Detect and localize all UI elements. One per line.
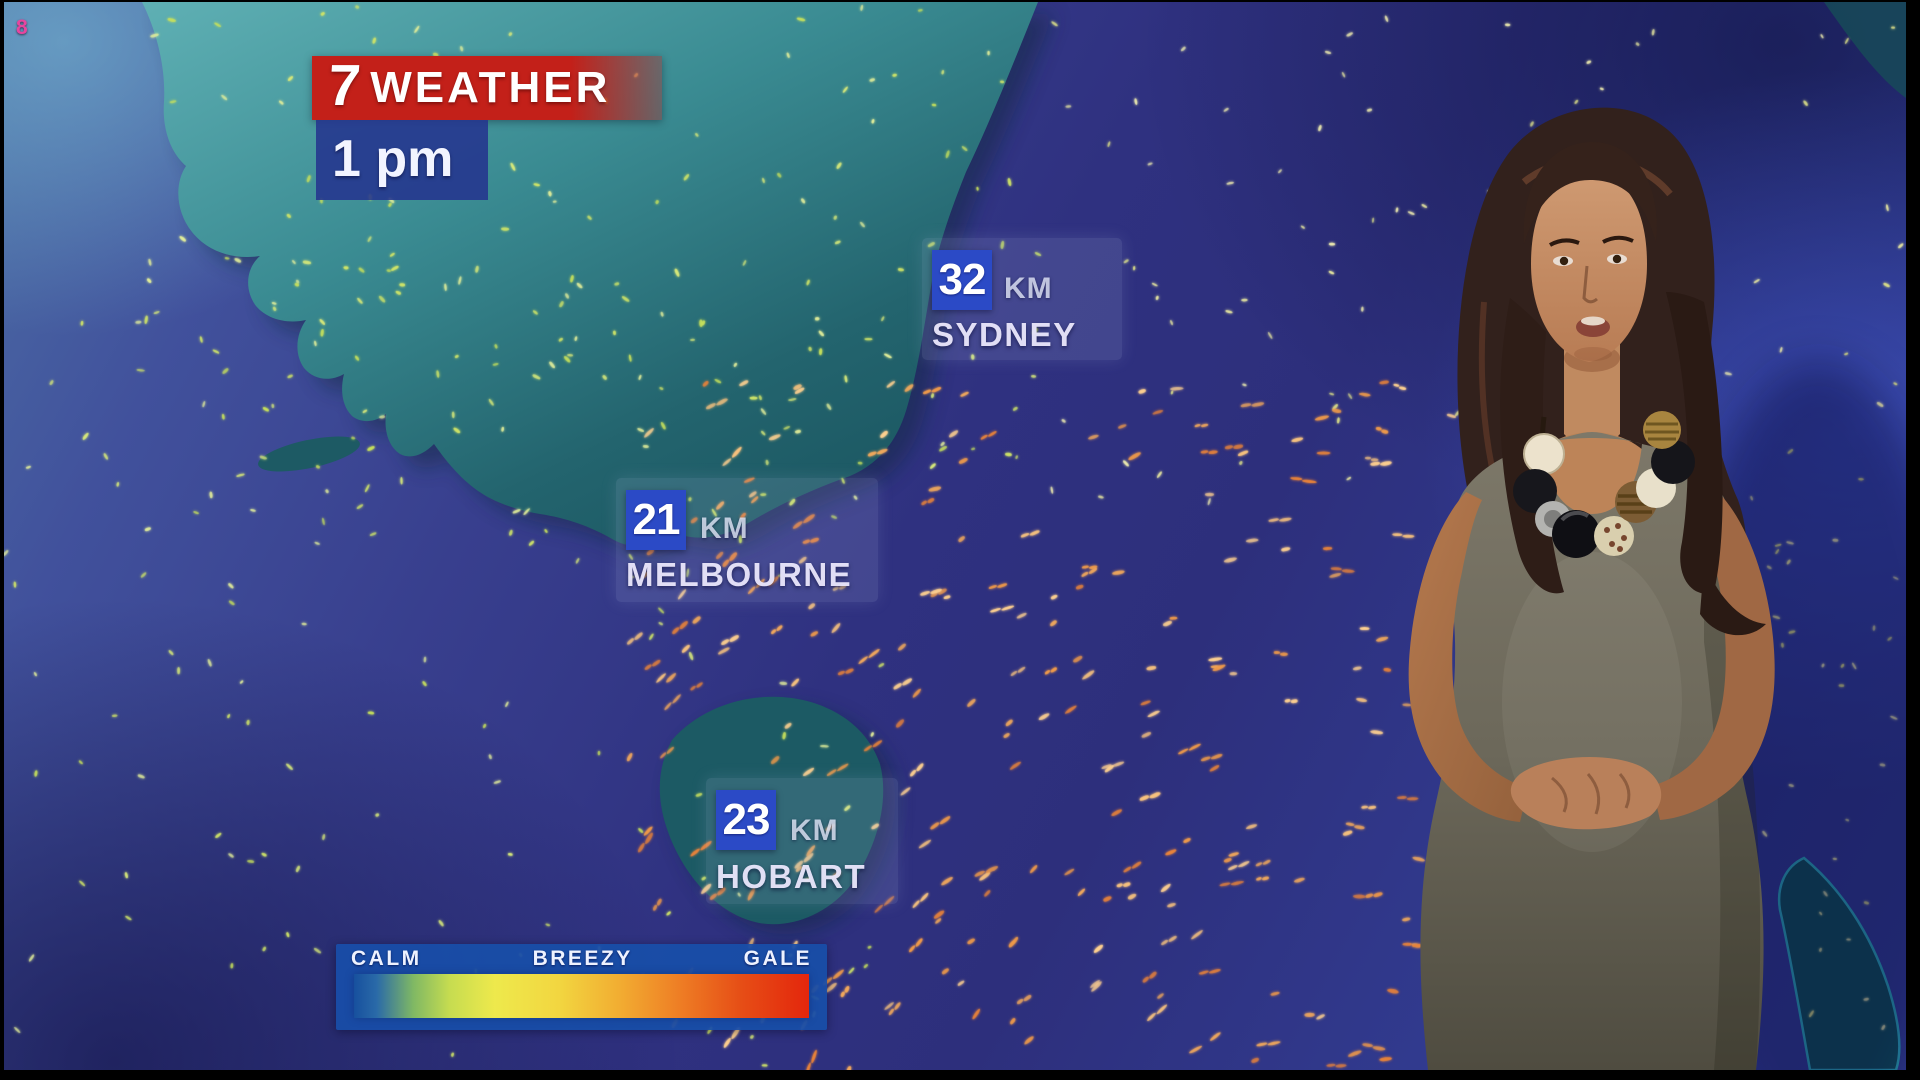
legend-breezy-label: BREEZY bbox=[532, 947, 633, 970]
time-label: 1 pm bbox=[316, 120, 488, 200]
wind-scale-legend: CALM BREEZY GALE bbox=[336, 944, 827, 1030]
city-name: SYDNEY bbox=[932, 316, 1077, 353]
wind-speed-value: 23 bbox=[716, 790, 776, 850]
city-name: MELBOURNE bbox=[626, 556, 853, 593]
program-title: WEATHER bbox=[370, 63, 611, 112]
wind-speed-value: 32 bbox=[932, 250, 992, 310]
program-banner: 7 WEATHER bbox=[312, 53, 662, 120]
corner-mark: 8 bbox=[16, 16, 28, 39]
seven-network-logo-icon: 7 bbox=[325, 53, 363, 118]
wind-speed-unit: KM bbox=[700, 512, 749, 545]
tv-frame: 7 WEATHER 1 pm 32 KM SYDNEY 21 KM MELBOU… bbox=[4, 2, 1906, 1070]
presenter-necklace bbox=[1513, 411, 1695, 558]
wind-speed-unit: KM bbox=[790, 814, 839, 847]
legend-calm-label: CALM bbox=[351, 947, 422, 970]
presenter bbox=[1408, 107, 1906, 1070]
wind-scale-labels: CALM BREEZY GALE bbox=[336, 947, 827, 971]
wind-scale-gradient bbox=[354, 974, 809, 1018]
presenter-face bbox=[1523, 142, 1657, 362]
presenter-hands bbox=[1510, 756, 1662, 830]
wind-speed-value: 21 bbox=[626, 490, 686, 550]
legend-gale-label: GALE bbox=[743, 947, 812, 970]
city-name: HOBART bbox=[716, 858, 867, 895]
wind-speed-unit: KM bbox=[1004, 272, 1053, 305]
presenter-arms bbox=[1408, 492, 1775, 830]
